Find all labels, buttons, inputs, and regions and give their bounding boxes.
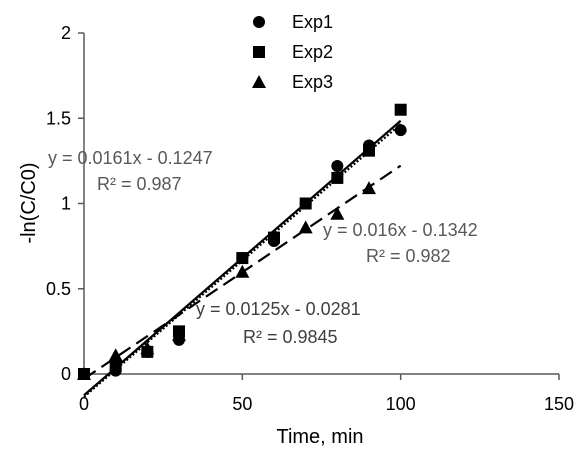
y-axis-label: -ln(C/C0) <box>18 162 40 243</box>
point-exp2-1 <box>109 359 122 372</box>
point-exp2-5 <box>268 231 280 244</box>
x-tick-label-2: 100 <box>386 394 416 414</box>
point-exp2-9 <box>394 103 407 116</box>
x-tick-label-3: 150 <box>544 394 574 414</box>
point-exp3-5 <box>298 220 313 234</box>
legend-marker-exp1 <box>253 16 265 28</box>
x-tick-label-0: 0 <box>79 394 89 414</box>
point-exp3-6 <box>330 206 345 220</box>
legend-label-exp2: Exp2 <box>292 42 333 62</box>
y-tick-label-4: 2 <box>61 23 71 43</box>
x-tick-marks <box>83 374 560 380</box>
y-tick-marks <box>78 32 84 375</box>
point-exp1-7 <box>331 159 344 172</box>
r2-exp3: R² = 0.9845 <box>243 327 338 347</box>
r2-exp2: R² = 0.982 <box>366 246 451 266</box>
equation-exp1: y = 0.0161x - 0.1247 <box>48 148 213 168</box>
legend: Exp1 Exp2 Exp3 <box>252 12 333 92</box>
equation-exp3: y = 0.0125x - 0.0281 <box>196 299 361 319</box>
x-tick-label-1: 50 <box>232 394 252 414</box>
point-exp2-7 <box>331 171 344 184</box>
legend-marker-exp3 <box>252 75 266 88</box>
point-exp3-3 <box>172 327 186 341</box>
y-tick-label-0: 0 <box>61 364 71 384</box>
point-exp1-9 <box>394 124 407 137</box>
legend-label-exp3: Exp3 <box>292 72 333 92</box>
data-markers <box>77 103 407 380</box>
y-tick-label-2: 1 <box>61 194 71 214</box>
legend-marker-exp2 <box>253 46 265 58</box>
y-tick-label-3: 1.5 <box>46 108 71 128</box>
point-exp3-2 <box>140 341 155 355</box>
equation-exp2: y = 0.016x - 0.1342 <box>323 220 478 240</box>
point-exp3-4 <box>235 264 250 278</box>
point-exp3-0 <box>77 367 91 380</box>
x-axis-label: Time, min <box>276 426 363 448</box>
y-tick-label-1: 0.5 <box>46 279 71 299</box>
point-exp2-4 <box>236 252 249 265</box>
r2-exp1: R² = 0.987 <box>97 174 182 194</box>
y-tick-labels: 0 0.5 1 1.5 2 <box>46 23 71 384</box>
x-tick-labels: 0 50 100 150 <box>79 394 574 414</box>
point-exp3-1 <box>108 348 123 362</box>
legend-label-exp1: Exp1 <box>292 12 333 32</box>
point-exp2-6 <box>299 197 312 210</box>
point-exp3-7 <box>362 181 376 195</box>
point-exp2-8 <box>363 144 375 157</box>
trendline-equations: y = 0.0161x - 0.1247 R² = 0.987 y = 0.016x… <box>48 148 478 347</box>
